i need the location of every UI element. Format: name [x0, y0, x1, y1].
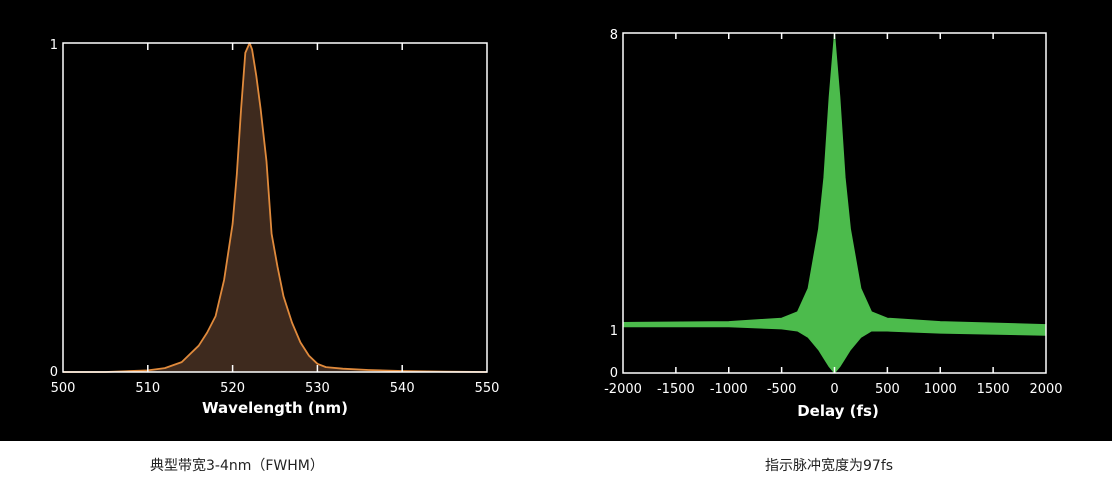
autocorrelation-chart: -2000 -1500 -1000 -500 0 500 1000 1500 2000 0 1 8 D…	[604, 28, 1062, 420]
y-tick-label: 1	[50, 38, 58, 53]
x-tick-label: -2000	[604, 382, 642, 397]
x-tick-label: 540	[390, 381, 415, 396]
x-tick-label: 2000	[1029, 382, 1062, 397]
y-tick-label: 0	[50, 365, 58, 380]
x-tick-label: 510	[135, 381, 160, 396]
x-tick-label: 520	[220, 381, 245, 396]
x-tick-label: -1000	[710, 382, 748, 397]
spectrum-plot-area	[63, 42, 488, 373]
spectrum-chart: 500 510 520 530 540 550 0 1 Wavelength (nm)	[50, 38, 500, 417]
x-tick-label: 0	[830, 382, 838, 397]
x-tick-label: -500	[767, 382, 797, 397]
autocorrelation-fill	[622, 32, 1047, 374]
x-tick-label: 1000	[924, 382, 957, 397]
autocorrelation-plot-area	[622, 32, 1047, 374]
spectrum-ticks: 500 510 520 530 540 550 0 1	[50, 38, 500, 396]
spectrum-caption: 典型带宽3-4nm（FWHM）	[150, 458, 324, 474]
autocorrelation-ticks: -2000 -1500 -1000 -500 0 500 1000 1500 2000 0 1 8	[604, 28, 1062, 397]
y-tick-label: 8	[610, 28, 618, 43]
spectrum-fill	[63, 43, 487, 372]
x-tick-label: 500	[51, 381, 76, 396]
x-tick-label: -1500	[657, 382, 695, 397]
y-tick-label: 1	[610, 324, 618, 339]
spectrum-x-axis-label: Wavelength (nm)	[202, 399, 348, 417]
pulse-width-caption: 指示脉冲宽度为97fs	[765, 458, 894, 474]
spectrum-line	[63, 42, 488, 373]
x-tick-label: 550	[475, 381, 500, 396]
x-tick-label: 500	[875, 382, 900, 397]
y-tick-label: 0	[610, 366, 618, 381]
x-tick-label: 530	[305, 381, 330, 396]
spectrum-axes-frame	[62, 42, 488, 373]
x-tick-label: 1500	[977, 382, 1010, 397]
autocorrelation-x-axis-label: Delay (fs)	[797, 402, 879, 420]
